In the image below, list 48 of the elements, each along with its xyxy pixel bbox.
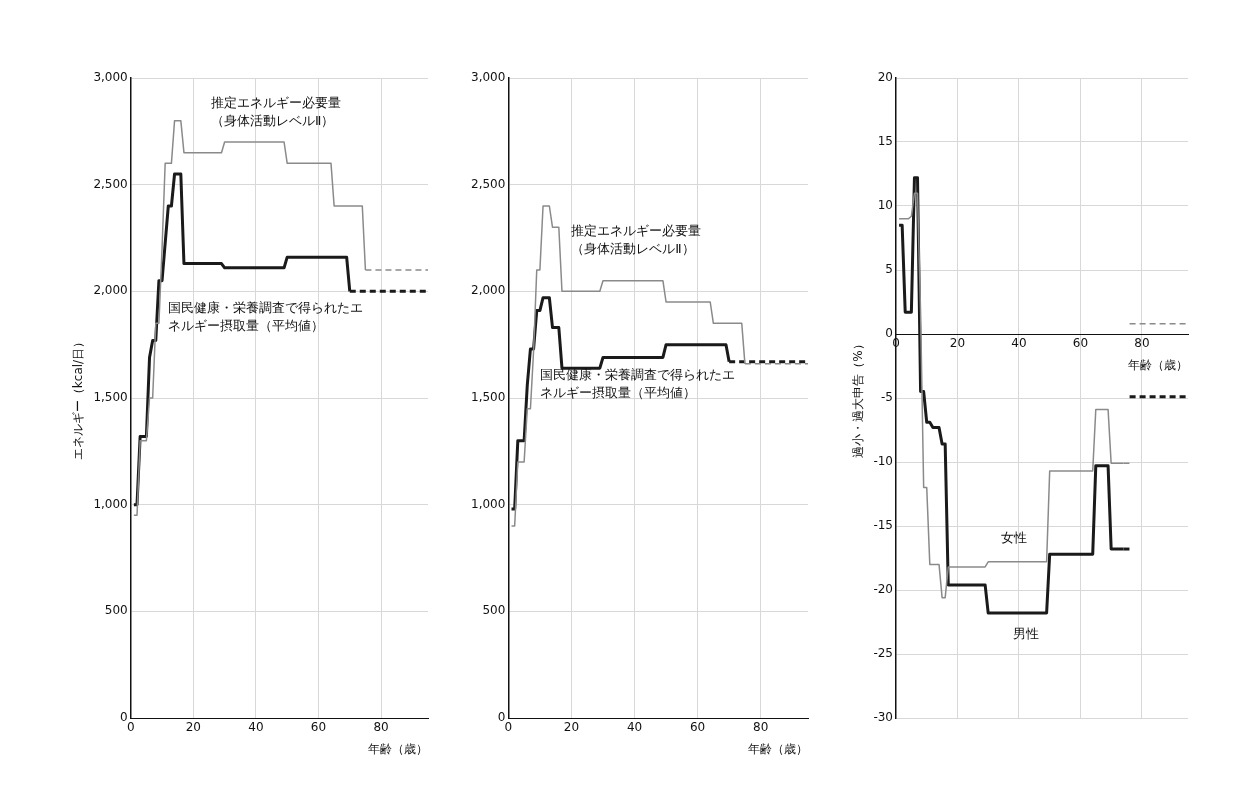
y-tick-label: 1,000 [470, 496, 506, 511]
x-tick-label: 40 [1011, 336, 1027, 351]
y-tick-label: 5 [885, 262, 893, 277]
y-tick-label: -10 [873, 454, 893, 469]
y-tick-label: 10 [877, 198, 893, 213]
x-tick-label: 20 [185, 720, 201, 735]
y-tick-label: 1,000 [93, 496, 128, 511]
y-tick-label: 20 [877, 70, 893, 85]
y-tick-label: 3,000 [93, 70, 128, 85]
y-tick-label: 1,500 [93, 390, 128, 405]
x-tick-label: 60 [689, 720, 706, 735]
y-tick-label: 0 [885, 326, 893, 341]
y-tick-label: -15 [873, 518, 893, 533]
y-tick-label: 0 [497, 710, 506, 725]
x-tick-label: 80 [753, 720, 769, 735]
y-tick-label: 500 [482, 603, 506, 618]
y-tick-label: -30 [873, 710, 893, 725]
series-label: 推定エネルギー必要量（身体活動レベルⅡ） [571, 222, 702, 256]
x-axis-title: 年齢（歳） [748, 741, 808, 756]
y-tick-label: -20 [873, 582, 893, 597]
y-tick-label: 2,000 [470, 283, 506, 298]
y-tick-label: -25 [873, 646, 893, 661]
y-tick-label: 0 [120, 710, 128, 725]
x-axis-title: 年齢（歳） [368, 741, 428, 756]
series-label: 女性 [1001, 530, 1028, 546]
x-tick-label: 80 [373, 720, 389, 735]
x-tick-label: 40 [248, 720, 264, 735]
series-label: 国民健康・栄養調査で得られたエネルギー摂取量（平均値） [167, 299, 363, 333]
y-tick-label: -5 [881, 390, 893, 405]
series-label: 推定エネルギー必要量（身体活動レベルⅡ） [211, 94, 342, 128]
series-label: 男性 [1012, 626, 1039, 642]
y-tick-label: 2,500 [93, 176, 128, 191]
y-tick-label: 2,500 [470, 176, 506, 191]
x-tick-label: 80 [1134, 336, 1150, 351]
y-tick-label: 500 [104, 603, 128, 618]
x-tick-label: 20 [949, 336, 966, 351]
y-tick-label: 3,000 [470, 70, 506, 85]
x-axis-title: 年齢（歳） [1128, 357, 1188, 372]
series-label: 国民健康・栄養調査で得られたエネルギー摂取量（平均値） [539, 366, 735, 400]
x-tick-label: 60 [1072, 336, 1089, 351]
y-axis-title: 過小・過大申告（%） [851, 338, 866, 458]
x-tick-label: 20 [563, 720, 580, 735]
x-tick-label: 40 [626, 720, 643, 735]
y-tick-label: 2,000 [93, 283, 128, 298]
y-tick-label: 1,500 [470, 390, 506, 405]
y-tick-label: 15 [877, 134, 893, 149]
x-tick-label: 60 [310, 720, 327, 735]
y-axis-title: エネルギー（kcal/日） [71, 335, 86, 461]
